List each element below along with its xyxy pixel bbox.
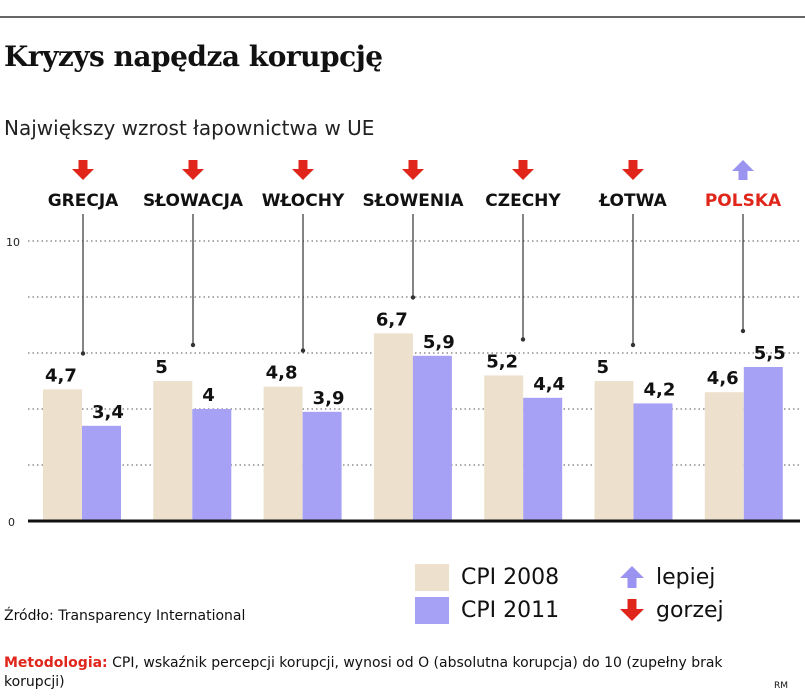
bar-cpi2008 [263, 386, 303, 521]
data-label-cpi2008: 5 [597, 357, 610, 378]
category-label: CZECHY [485, 191, 561, 211]
bar-cpi2008 [594, 381, 634, 521]
data-label-cpi2008: 4,6 [707, 368, 739, 389]
trend-down-arrow-icon [182, 160, 204, 180]
legend-cpi2011: CPI 2011 [415, 597, 559, 624]
bar-cpi2008 [373, 333, 413, 521]
legend-label-down: gorzej [656, 597, 724, 623]
category-label: SŁOWACJA [143, 191, 244, 211]
bar-cpi2011 [633, 403, 673, 521]
data-label-cpi2011: 4 [202, 385, 215, 406]
category-label: WŁOCHY [262, 191, 345, 211]
bar-cpi2011 [523, 397, 563, 521]
trend-down-arrow-icon [72, 160, 94, 180]
legend-down: gorzej [618, 597, 724, 623]
author-credit: RM [774, 681, 789, 691]
bar-cpi2008 [484, 375, 524, 521]
trend-down-arrow-icon [402, 160, 424, 180]
legend-cpi2008: CPI 2008 [415, 564, 559, 591]
trend-down-arrow-icon [512, 160, 534, 180]
leader-dot [190, 342, 196, 348]
methodology-text: CPI, wskaźnik percepcji korupcji, wynosi… [4, 655, 723, 690]
top-rule [0, 16, 805, 18]
chart-title: Kryzys napędza korupcję [4, 40, 383, 73]
source-note: Źródło: Transparency International [4, 608, 246, 624]
methodology-note: Metodologia: CPI, wskaźnik percepcji kor… [4, 654, 724, 692]
bar-chart: 10 0 4,7 3,4 GRECJA 5 4 SŁOWACJA 4,8 3,9 WŁOCHY 6,7… [6, 160, 800, 529]
data-label-cpi2008: 6,7 [376, 309, 408, 330]
data-label-cpi2008: 4,8 [266, 363, 298, 384]
data-label-cpi2011: 3,9 [313, 388, 345, 409]
data-label-cpi2008: 5,2 [486, 351, 518, 372]
data-label-cpi2011: 3,4 [92, 402, 124, 423]
y-tick-label: 0 [8, 516, 15, 529]
data-label-cpi2008: 5 [155, 357, 168, 378]
leader-dot [630, 342, 636, 348]
trend-down-arrow-icon [622, 160, 644, 180]
category-label: SŁOWENIA [362, 191, 464, 211]
legend-label-cpi2008: CPI 2008 [461, 565, 560, 590]
data-label-cpi2011: 5,5 [754, 343, 786, 364]
leader-dot [740, 328, 746, 334]
category-label: ŁOTWA [598, 191, 667, 211]
data-label-cpi2011: 4,2 [644, 379, 676, 400]
bar-cpi2011 [412, 355, 452, 521]
category-label: POLSKA [705, 191, 782, 211]
legend-label-cpi2011: CPI 2011 [461, 598, 560, 623]
bar-cpi2011 [192, 409, 232, 521]
methodology-label: Metodologia: [4, 655, 108, 671]
leader-dot [410, 295, 416, 300]
chart-subtitle: Największy wzrost łapownictwa w UE [4, 116, 375, 140]
trend-down-arrow-icon [292, 160, 314, 180]
legend-swatch-cpi2008 [415, 564, 449, 591]
leader-dot [80, 351, 86, 356]
category-label: GRECJA [48, 191, 119, 211]
legend-swatch-cpi2011 [415, 597, 449, 624]
legend-label-up: lepiej [656, 564, 716, 590]
bar-cpi2008 [704, 392, 744, 521]
bar-cpi2008 [153, 381, 193, 521]
arrow-down-icon [620, 599, 644, 621]
arrow-up-icon [620, 566, 644, 588]
bar-cpi2011 [302, 411, 342, 521]
bar-cpi2011 [82, 425, 121, 521]
data-label-cpi2008: 4,7 [45, 365, 77, 386]
trend-up-arrow-icon [732, 160, 754, 180]
data-label-cpi2011: 4,4 [533, 374, 565, 395]
leader-dot [300, 348, 306, 353]
bar-cpi2011 [743, 367, 783, 521]
y-tick-label: 10 [6, 236, 20, 249]
data-label-cpi2011: 5,9 [423, 332, 455, 353]
leader-dot [520, 337, 526, 342]
bar-cpi2008 [43, 389, 82, 521]
legend-up: lepiej [618, 564, 715, 590]
